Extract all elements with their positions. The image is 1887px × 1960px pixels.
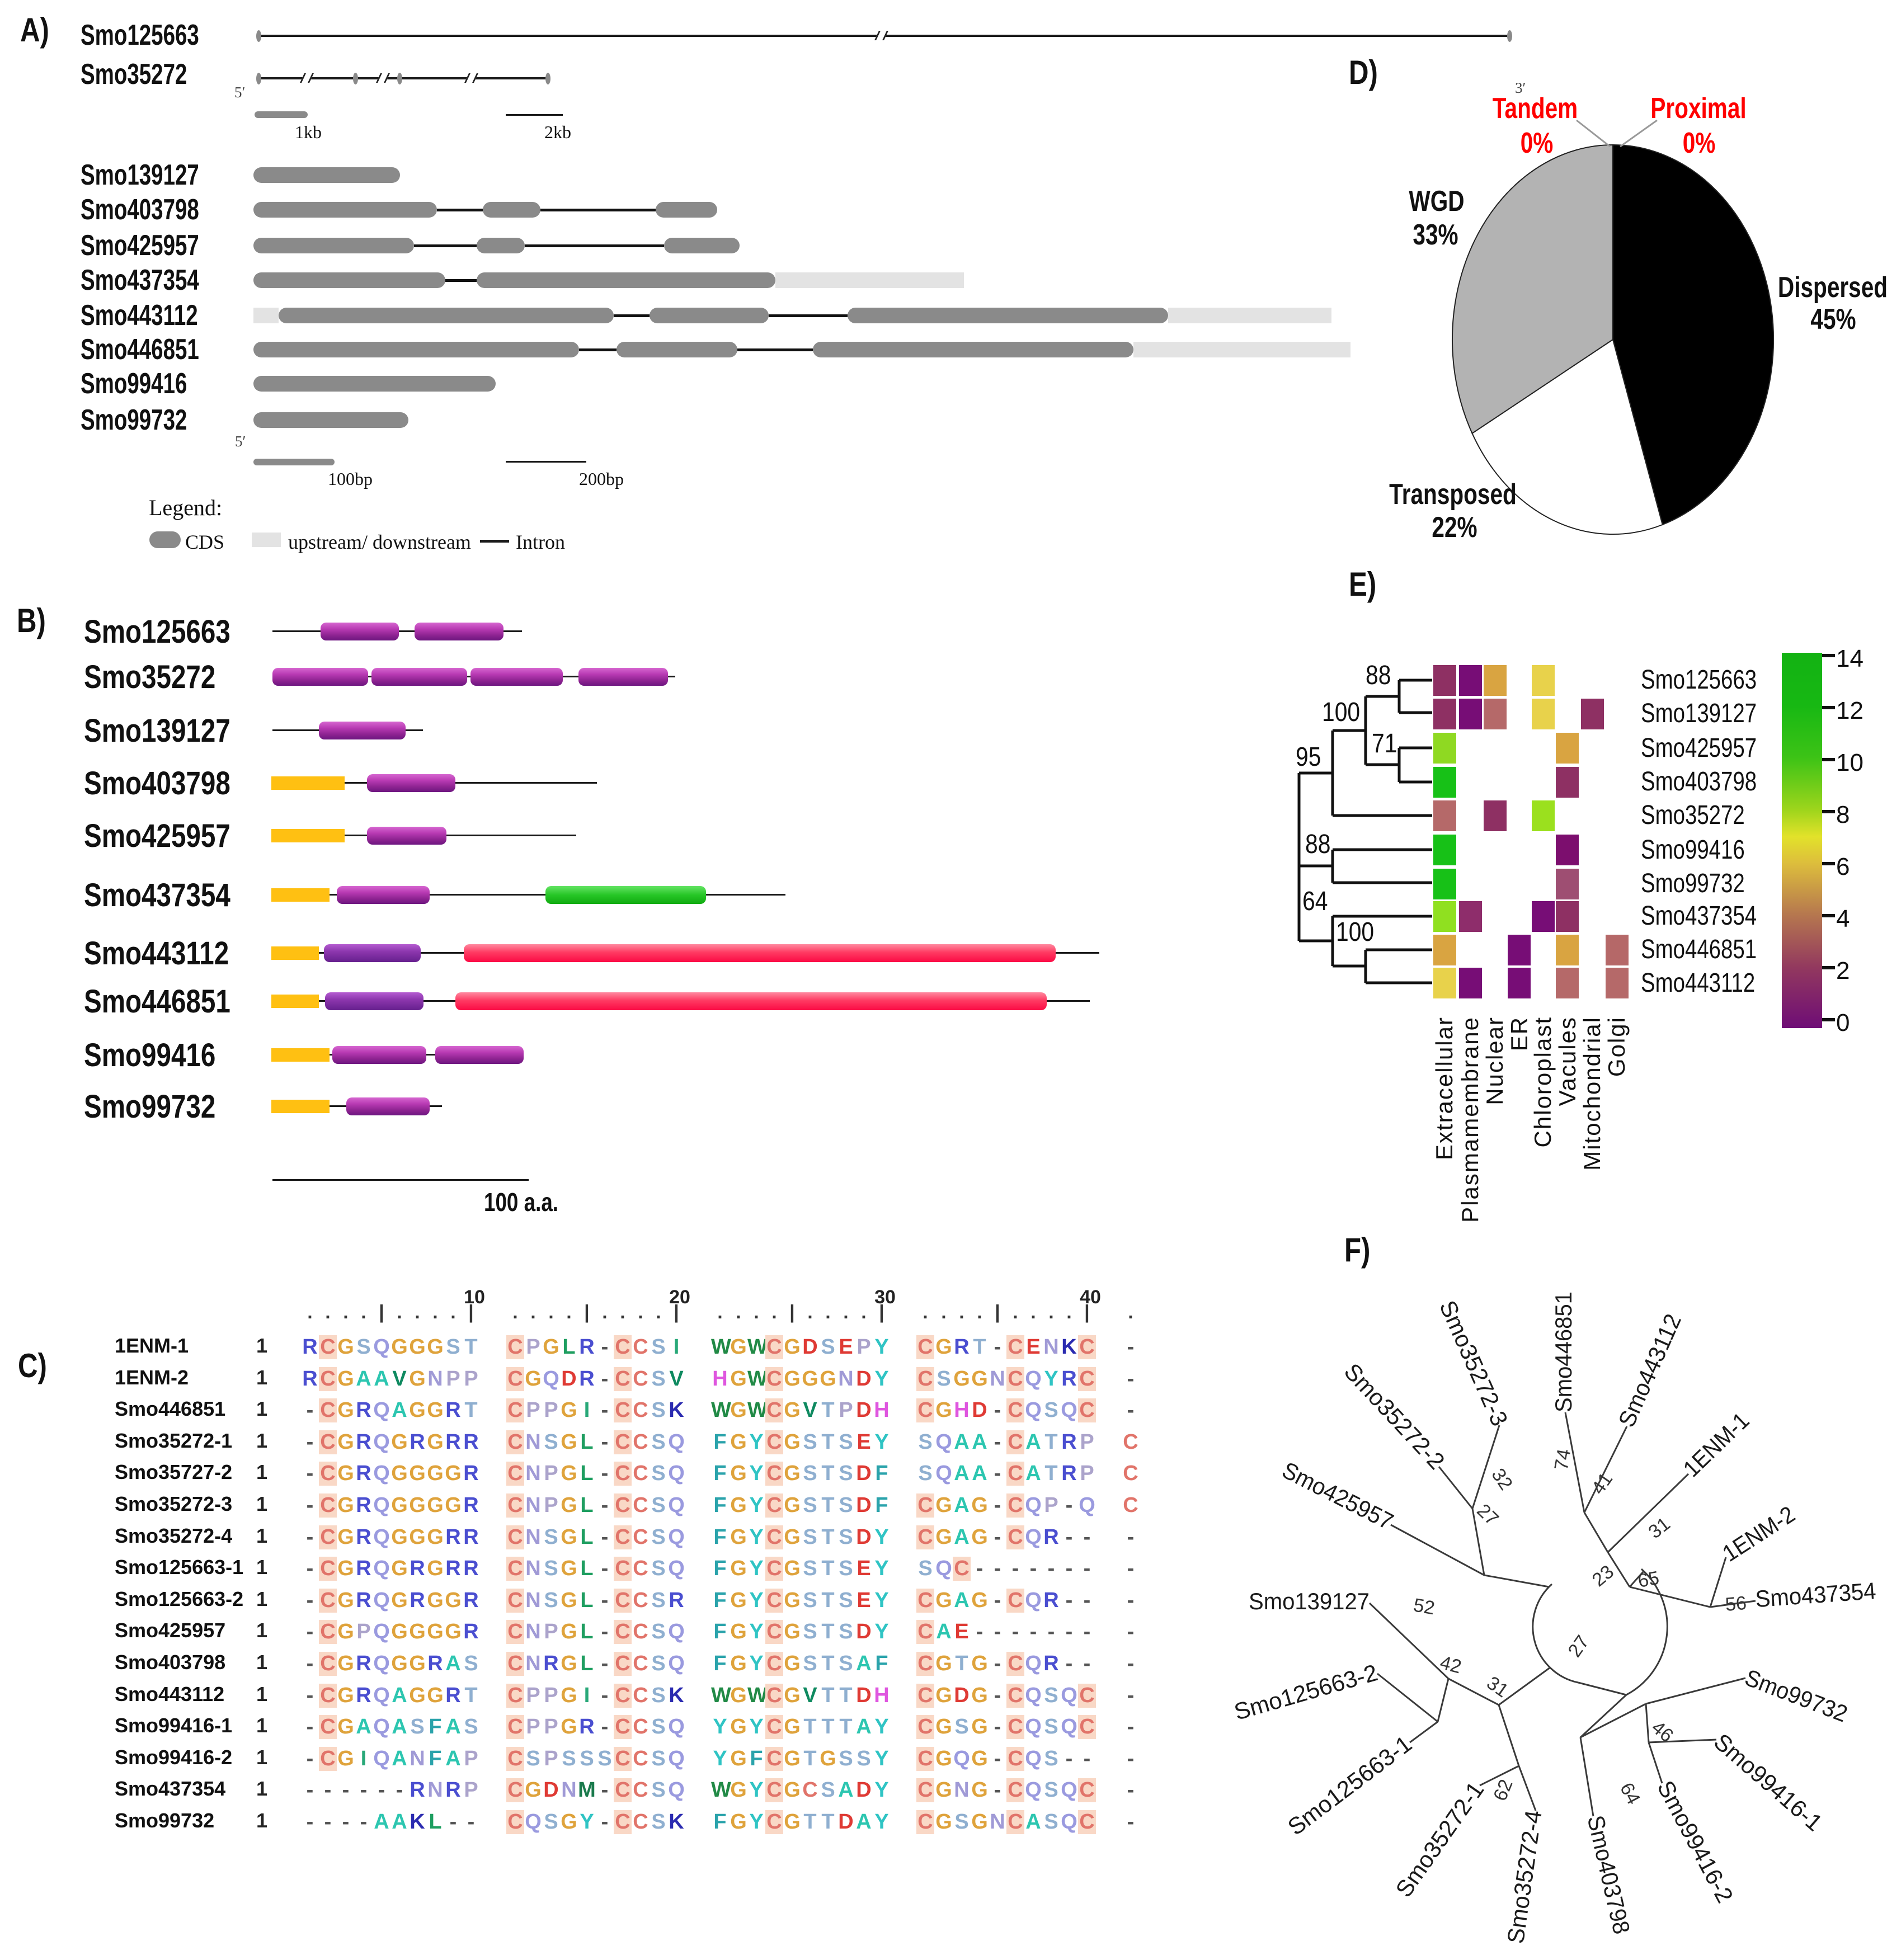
svg-text:27: 27 xyxy=(1564,1632,1593,1661)
svg-text:Smo35272-4: Smo35272-4 xyxy=(1502,1808,1547,1945)
svg-text:ER: ER xyxy=(1506,1016,1532,1051)
svg-text:Chloroplast: Chloroplast xyxy=(1530,1016,1556,1147)
svg-text:Smo125663-1: Smo125663-1 xyxy=(1283,1731,1417,1840)
svg-text:Mitochondrial: Mitochondrial xyxy=(1579,1016,1605,1171)
svg-text:Smo139127: Smo139127 xyxy=(1249,1588,1370,1614)
svg-text:Extracellular: Extracellular xyxy=(1431,1016,1457,1160)
svg-text:Plasmamembrane: Plasmamembrane xyxy=(1457,1016,1483,1223)
svg-text:Smo125663-2: Smo125663-2 xyxy=(1231,1659,1381,1725)
svg-text:64: 64 xyxy=(1616,1779,1644,1808)
svg-text:74: 74 xyxy=(1550,1448,1575,1472)
svg-text:Smo99732: Smo99732 xyxy=(1742,1664,1851,1727)
svg-text:Smo443112: Smo443112 xyxy=(1613,1310,1686,1431)
svg-text:Smo446851: Smo446851 xyxy=(1550,1292,1577,1412)
svg-text:Smo35272-2: Smo35272-2 xyxy=(1339,1358,1450,1474)
svg-text:23: 23 xyxy=(1588,1561,1618,1591)
svg-text:Smo35272-1: Smo35272-1 xyxy=(1390,1777,1489,1902)
svg-text:52: 52 xyxy=(1412,1594,1437,1619)
svg-text:Smo99416-1: Smo99416-1 xyxy=(1709,1728,1828,1836)
svg-text:27: 27 xyxy=(1472,1500,1503,1530)
svg-text:1ENM-1: 1ENM-1 xyxy=(1678,1407,1754,1482)
svg-text:Smo35272-3: Smo35272-3 xyxy=(1434,1297,1513,1430)
svg-text:1ENM-2: 1ENM-2 xyxy=(1717,1501,1799,1567)
svg-text:Vacules: Vacules xyxy=(1554,1016,1580,1106)
svg-text:32: 32 xyxy=(1487,1464,1517,1494)
svg-text:65: 65 xyxy=(1636,1567,1661,1592)
svg-text:41: 41 xyxy=(1587,1469,1617,1499)
svg-text:Smo437354: Smo437354 xyxy=(1754,1577,1877,1612)
svg-text:Smo425957: Smo425957 xyxy=(1278,1457,1397,1535)
svg-text:56: 56 xyxy=(1724,1593,1747,1615)
svg-text:Golgi: Golgi xyxy=(1603,1016,1630,1077)
svg-text:Smo403798: Smo403798 xyxy=(1582,1813,1635,1937)
svg-text:Smo99416-2: Smo99416-2 xyxy=(1652,1776,1738,1907)
svg-text:42: 42 xyxy=(1438,1652,1464,1678)
svg-text:Nuclear: Nuclear xyxy=(1481,1016,1508,1105)
svg-text:31: 31 xyxy=(1645,1513,1674,1543)
svg-text:62: 62 xyxy=(1489,1777,1517,1804)
